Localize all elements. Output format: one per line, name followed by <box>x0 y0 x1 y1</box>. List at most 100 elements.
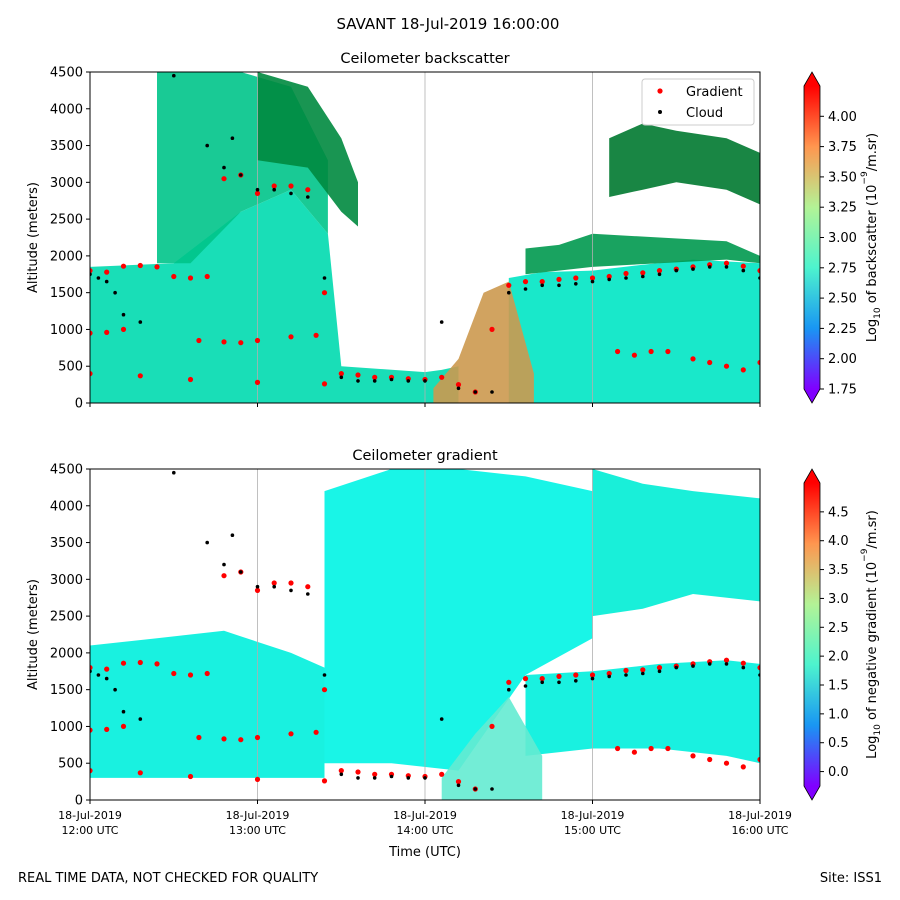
cloud-point <box>607 277 611 282</box>
cloud-point <box>607 674 611 679</box>
legend-label: Gradient <box>686 85 743 100</box>
gradient-point <box>238 340 244 346</box>
gradient-point <box>321 290 328 296</box>
gradient-point <box>690 356 696 362</box>
cloud-point <box>205 143 209 148</box>
gradient-point <box>221 339 227 345</box>
site-label: Site: ISS1 <box>820 871 882 886</box>
gradient-point <box>321 381 328 387</box>
gradient-point <box>606 273 612 280</box>
gradient-point <box>288 731 294 737</box>
gradient-point <box>573 275 579 281</box>
legend-box <box>641 78 755 126</box>
cloud-point <box>423 776 427 780</box>
colorbar-label-text: of negative gradient (10 <box>865 562 880 724</box>
gradient-point <box>665 745 671 752</box>
y-tick-label: 1000 <box>50 323 83 338</box>
gradient-point <box>372 771 378 777</box>
colorbar-extend-top <box>804 72 820 86</box>
gradient-point <box>196 734 202 741</box>
panel-title: Ceilometer backscatter <box>340 51 509 67</box>
y-tick-label: 3000 <box>50 176 83 191</box>
cloud-point <box>255 187 260 192</box>
cloud-point <box>289 191 293 196</box>
gradient-point <box>104 329 110 335</box>
cloud-point <box>557 283 561 288</box>
cloud-point <box>306 195 310 199</box>
cloud-point <box>113 290 117 295</box>
gradient-point <box>740 764 746 770</box>
gradient-point <box>439 771 445 777</box>
panel-title: Ceilometer gradient <box>352 448 498 464</box>
y-tick-label: 500 <box>58 757 83 772</box>
cloud-point <box>113 687 117 692</box>
upper-cloud-patch <box>609 123 760 205</box>
cloud-point <box>272 584 277 589</box>
colorbar-fill <box>804 86 820 389</box>
cloud-point <box>172 73 176 78</box>
x-tick-label-time: 14:00 UTC <box>396 824 453 837</box>
cloud-point <box>406 776 411 780</box>
gradient-point <box>757 756 760 763</box>
y-tick-label: 3000 <box>50 573 83 588</box>
cloud-point <box>339 375 344 380</box>
y-tick-label: 1500 <box>50 683 83 698</box>
gradient-point <box>623 270 629 277</box>
legend-marker <box>658 110 662 114</box>
colorbar-tick-label: 3.50 <box>828 170 857 185</box>
gradient-point <box>740 660 746 666</box>
y-tick-label: 2000 <box>50 646 83 661</box>
cloud-point <box>674 268 679 273</box>
cloud-point <box>507 687 511 692</box>
gradient-point <box>640 270 646 276</box>
colorbar-tick-label: 0.5 <box>828 736 849 751</box>
cloud-point <box>389 377 394 382</box>
cloud-point <box>222 562 226 567</box>
legend-marker <box>657 88 663 94</box>
x-tick-label-time: 13:00 UTC <box>229 824 286 837</box>
gradient-point <box>137 262 143 269</box>
gradient-point <box>305 187 311 193</box>
colorbar-label-text: Log <box>865 736 880 759</box>
colorbar-tick-label: 3.75 <box>828 140 857 155</box>
gradient-point <box>104 726 110 733</box>
gradient-point <box>355 372 361 378</box>
gradient-point <box>238 737 244 743</box>
colorbar-tick-label: 2.00 <box>828 352 857 367</box>
gradient-point <box>221 176 227 182</box>
gradient-point <box>631 749 638 755</box>
cloud-point <box>255 584 260 589</box>
cloud-point <box>239 570 243 574</box>
gradient-point <box>539 676 545 682</box>
colorbar-tick-label: 2.0 <box>828 650 849 665</box>
y-tick-label: 2000 <box>50 249 83 264</box>
gradient-point <box>120 326 127 332</box>
colorbar-label-superscript: −9 <box>860 171 870 185</box>
cloud-point <box>657 669 662 674</box>
gradient-point <box>589 672 596 678</box>
gradient-point <box>187 773 194 780</box>
y-tick-label: 0 <box>75 397 83 412</box>
backscatter-panel: Ceilometer backscatter 0 500 1000 1500 2000 25… <box>26 51 883 412</box>
cloud-point <box>490 390 494 394</box>
cloud-point <box>439 320 444 324</box>
gradient-point <box>606 670 612 677</box>
cloud-point <box>406 379 411 383</box>
gradient-point <box>321 778 328 784</box>
gradient-point <box>120 660 127 666</box>
y-tick-label: 4000 <box>50 102 83 117</box>
legend-label: Cloud <box>686 106 723 121</box>
cloud-point <box>540 680 544 685</box>
cloud-point <box>473 390 478 394</box>
cloud-point <box>674 665 679 670</box>
cloud-point <box>574 679 578 683</box>
gradient-point <box>154 264 160 270</box>
gradient-point <box>757 268 760 274</box>
gradient-point <box>665 348 671 355</box>
colorbar: 0.0 0.5 1.0 1.5 2.0 2.5 3.0 3.5 4.0 4.5 Log10 of n… <box>803 468 883 801</box>
gradient-point <box>271 580 277 586</box>
x-tick-label-date: 18-Jul-2019 <box>58 809 122 822</box>
cloud-point <box>423 379 427 383</box>
gradient-point <box>254 379 261 385</box>
x-tick-label-time: 15:00 UTC <box>564 824 621 837</box>
